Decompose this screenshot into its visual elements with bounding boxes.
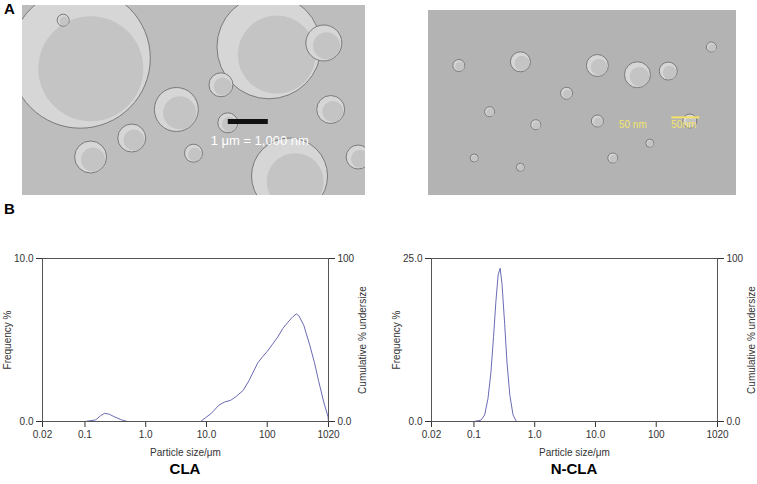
svg-text:10.0: 10.0 [14,253,34,264]
html-text:CLA: CLA [169,460,201,477]
svg-text:0.0: 0.0 [409,416,423,427]
svg-text:0.0: 0.0 [338,416,352,427]
svg-text:100: 100 [727,253,744,264]
svg-text:1.0: 1.0 [139,429,153,440]
svg-text:Particle size/μm: Particle size/μm [539,447,610,458]
html-text:B: B [4,200,15,217]
svg-text:Cumulative % undersize: Cumulative % undersize [357,286,368,394]
svg-text:0.02: 0.02 [33,429,53,440]
svg-text:1 μm = 1,000 nm: 1 μm = 1,000 nm [211,133,309,148]
svg-text:0.0: 0.0 [20,416,34,427]
svg-text:100: 100 [338,253,355,264]
svg-text:Cumulative % undersize: Cumulative % undersize [746,286,757,394]
html-text:A: A [4,0,15,17]
svg-text:Frequency %: Frequency % [391,310,402,369]
svg-text:25.0: 25.0 [403,253,423,264]
svg-text:100: 100 [648,429,665,440]
svg-text:0.0: 0.0 [727,416,741,427]
svg-text:1.0: 1.0 [528,429,542,440]
svg-text:Frequency %: Frequency % [2,310,13,369]
svg-text:Particle size/μm: Particle size/μm [150,447,221,458]
svg-text:50nm: 50nm [671,119,696,130]
svg-text:10.0: 10.0 [586,429,606,440]
svg-text:50 nm: 50 nm [619,119,647,130]
svg-text:1020: 1020 [706,429,729,440]
svg-text:1020: 1020 [317,429,340,440]
svg-text:10.0: 10.0 [197,429,217,440]
svg-text:0.1: 0.1 [78,429,92,440]
html-text:N-CLA: N-CLA [550,460,598,477]
svg-text:100: 100 [259,429,276,440]
svg-text:0.1: 0.1 [467,429,481,440]
svg-text:0.02: 0.02 [422,429,442,440]
